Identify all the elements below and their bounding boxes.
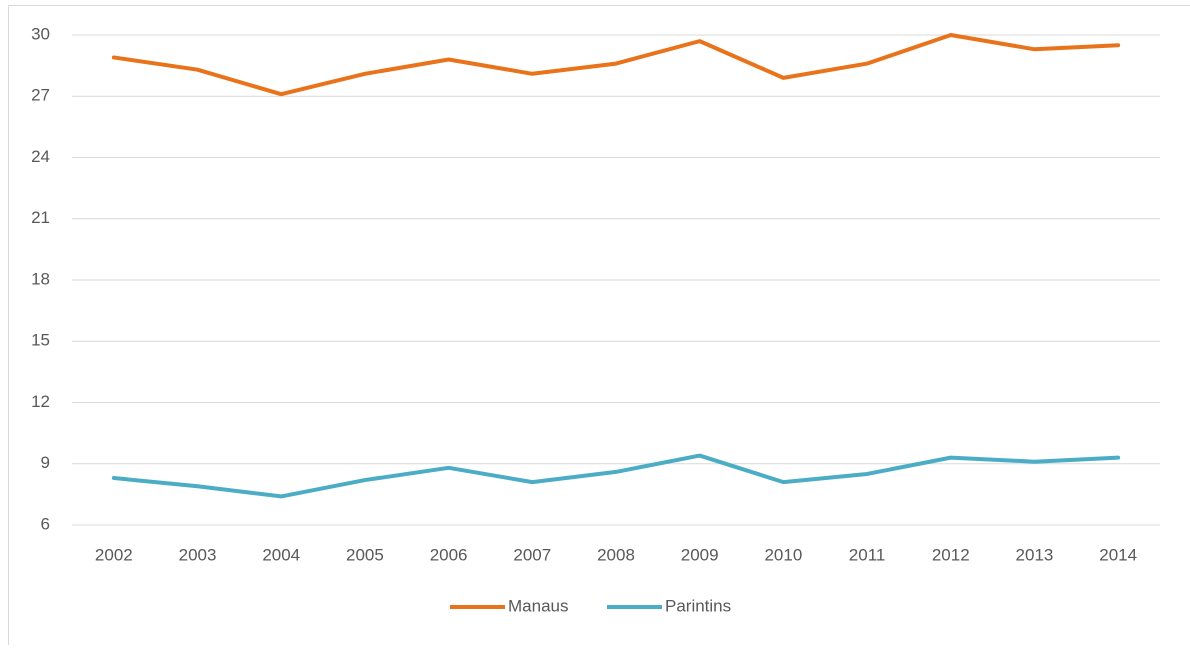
x-tick-label: 2010: [764, 545, 802, 564]
x-tick-label: 2014: [1099, 545, 1137, 564]
x-tick-label: 2013: [1016, 545, 1054, 564]
x-tick-label: 2006: [430, 545, 468, 564]
x-tick-label: 2008: [597, 545, 635, 564]
y-tick-label: 24: [31, 147, 50, 166]
y-tick-label: 18: [31, 269, 50, 288]
legend-label: Parintins: [665, 596, 731, 615]
x-tick-label: 2005: [346, 545, 384, 564]
y-tick-label: 21: [31, 208, 50, 227]
x-tick-label: 2003: [179, 545, 217, 564]
x-tick-label: 2002: [95, 545, 133, 564]
y-tick-label: 12: [31, 392, 50, 411]
x-tick-label: 2007: [513, 545, 551, 564]
y-tick-label: 30: [31, 24, 50, 43]
y-tick-label: 27: [31, 86, 50, 105]
y-tick-label: 6: [41, 514, 50, 533]
x-tick-label: 2009: [681, 545, 719, 564]
x-tick-label: 2011: [849, 545, 886, 564]
legend-label: Manaus: [508, 596, 568, 615]
x-tick-label: 2012: [932, 545, 970, 564]
y-tick-label: 9: [41, 453, 50, 472]
x-tick-label: 2004: [262, 545, 300, 564]
y-tick-label: 15: [31, 331, 50, 350]
